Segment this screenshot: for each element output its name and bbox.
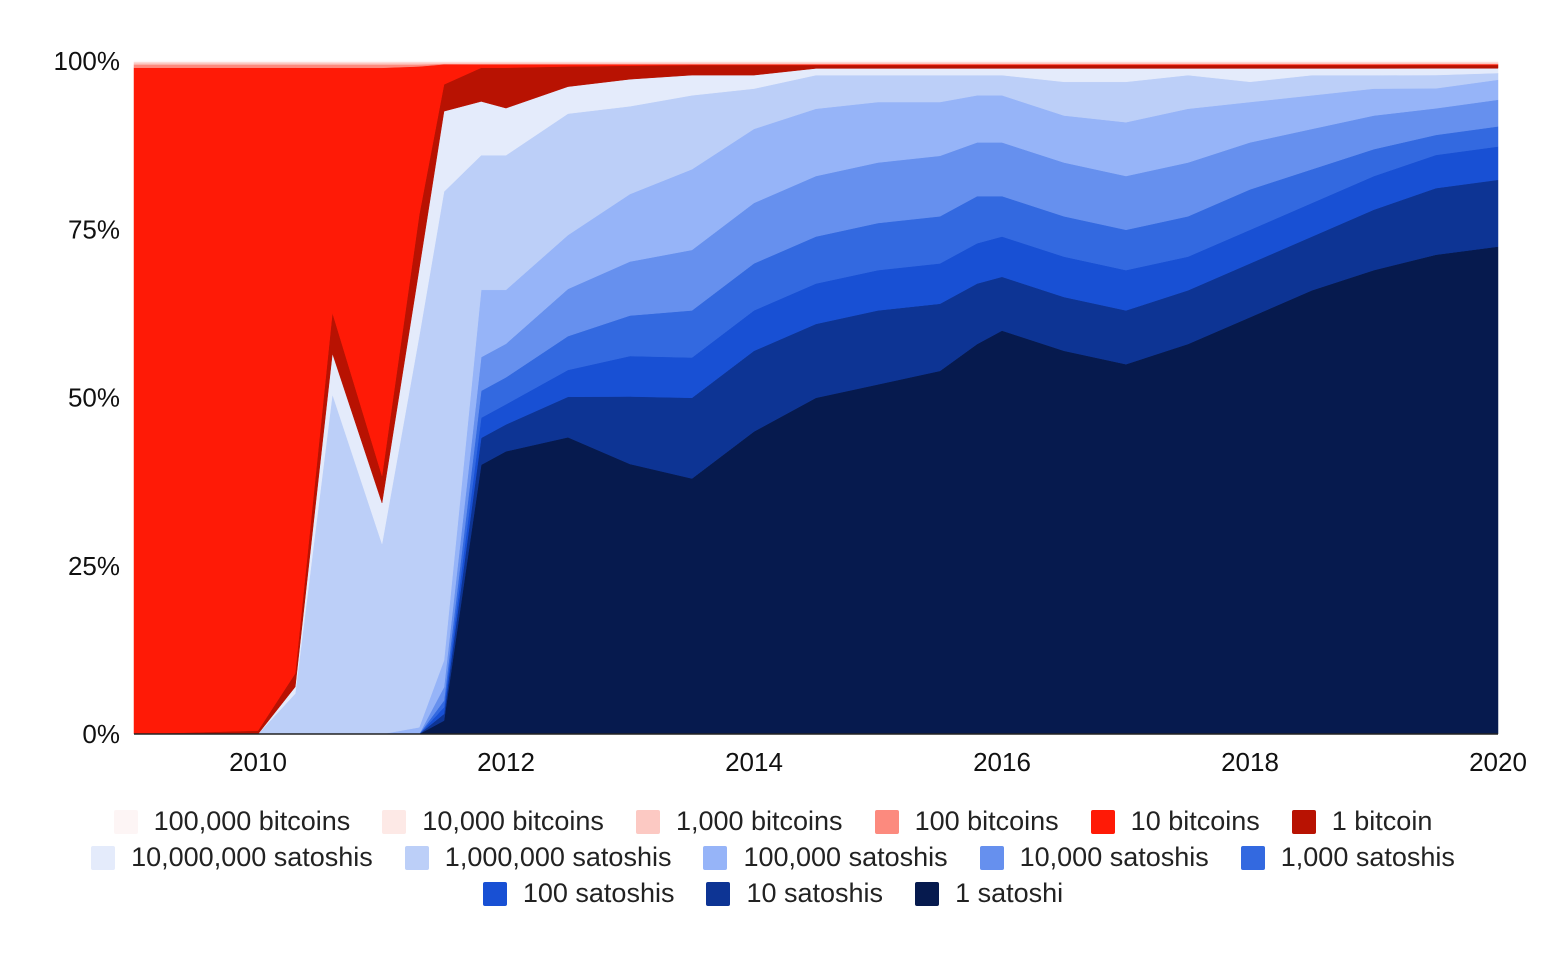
legend-swatch [874,809,899,834]
x-tick-label: 2018 [1221,747,1279,777]
x-tick-label: 2014 [725,747,783,777]
legend-item[interactable]: 100 satoshis [482,878,675,909]
y-tick-label: 50% [68,383,120,413]
legend-label: 10,000 bitcoins [422,806,604,836]
y-tick-label: 0% [82,719,120,749]
legend-row: 100 satoshis 10 satoshis 1 satoshi [0,878,1546,913]
y-tick-label: 100% [54,46,121,76]
x-tick-label: 2020 [1469,747,1527,777]
legend-item[interactable]: 10 satoshis [706,878,883,909]
legend-label: 1,000,000 satoshis [444,842,672,872]
legend-item[interactable]: 1,000 satoshis [1240,842,1455,873]
legend-swatch [635,809,660,834]
legend-item[interactable]: 10,000 bitcoins [382,806,604,837]
legend-swatch [1240,845,1265,870]
legend-swatch [382,809,407,834]
legend-swatch [1291,809,1316,834]
legend-label: 10,000,000 satoshis [131,842,373,872]
legend-label: 1,000 bitcoins [675,806,843,836]
legend-item[interactable]: 1,000,000 satoshis [404,842,672,873]
legend-label: 1,000 satoshis [1280,842,1455,872]
legend-swatch [1090,809,1115,834]
x-tick-label: 2016 [973,747,1031,777]
legend-row: 100,000 bitcoins 10,000 bitcoins 1,000 bit… [0,806,1546,841]
y-tick-label: 75% [68,214,120,244]
legend-item[interactable]: 10,000 satoshis [979,842,1209,873]
legend-label: 1 satoshi [955,878,1064,908]
legend-item[interactable]: 1 satoshi [915,878,1063,909]
legend-label: 100 satoshis [522,878,675,908]
legend-item[interactable]: 100,000 bitcoins [113,806,351,837]
legend-label: 100,000 bitcoins [153,806,351,836]
legend-label: 100,000 satoshis [743,842,948,872]
legend-label: 1 bitcoin [1331,806,1433,836]
legend-item[interactable]: 10 bitcoins [1090,806,1260,837]
series-area-100-000-bitcoins [133,60,1499,62]
legend-swatch [979,845,1004,870]
legend-row: 10,000,000 satoshis 1,000,000 satoshis 100… [0,842,1546,877]
legend-swatch [706,881,731,906]
x-tick-label: 2012 [477,747,535,777]
legend-item[interactable]: 1,000 bitcoins [635,806,843,837]
axes: 0% 25% 50% 75% 100% 2010 2012 2014 2016 2018 2020 [54,46,1527,777]
legend-label: 10,000 satoshis [1019,842,1209,872]
legend-swatch [113,809,138,834]
legend-item[interactable]: 100 bitcoins [874,806,1059,837]
series-areas [133,60,1499,735]
legend-label: 100 bitcoins [914,806,1059,836]
y-tick-label: 25% [68,551,120,581]
x-tick-label: 2010 [229,747,287,777]
legend-item[interactable]: 1 bitcoin [1291,806,1433,837]
legend-swatch [703,845,728,870]
legend-item[interactable]: 10,000,000 satoshis [91,842,373,873]
legend-item[interactable]: 100,000 satoshis [703,842,948,873]
legend-swatch [482,881,507,906]
legend-label: 10 satoshis [746,878,884,908]
legend-swatch [91,845,116,870]
legend-label: 10 bitcoins [1130,806,1260,836]
legend-swatch [404,845,429,870]
legend-swatch [915,881,940,906]
